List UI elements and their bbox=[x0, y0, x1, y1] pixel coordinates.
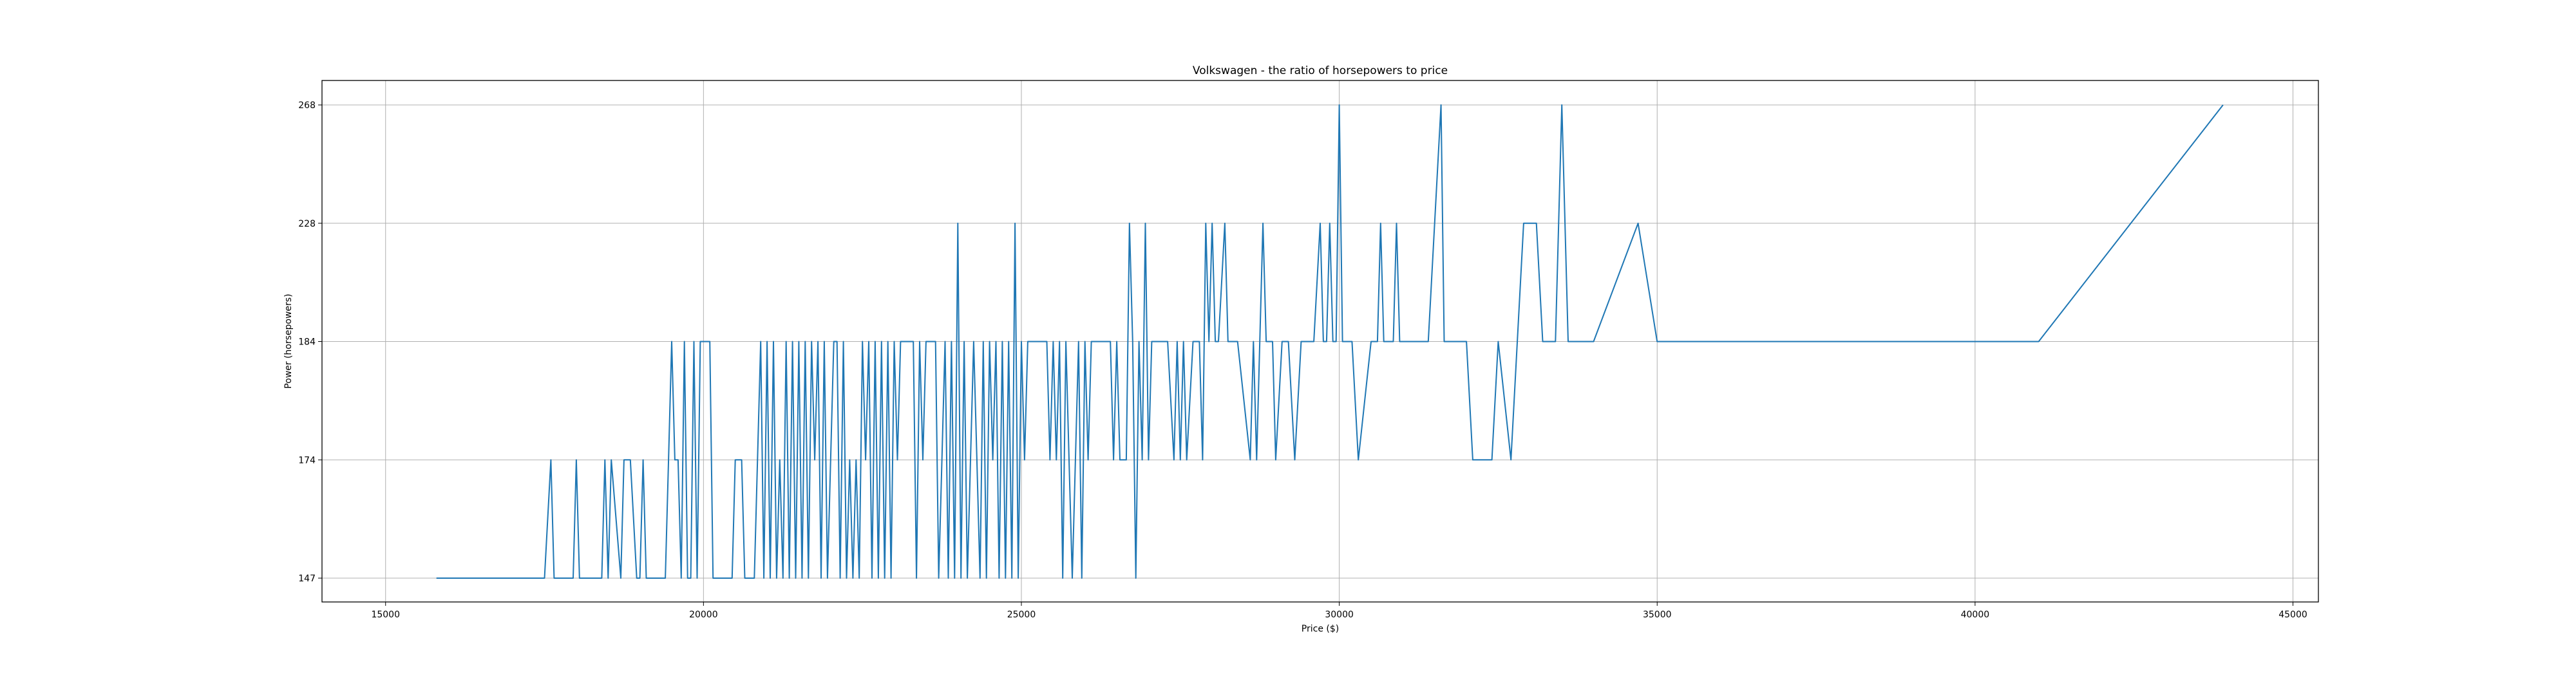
x-axis-label: Price ($) bbox=[1302, 624, 1339, 634]
series-layer bbox=[436, 104, 2224, 579]
y-tick-label: 147 bbox=[298, 574, 316, 584]
x-axis-ticks: 15000 20000 25000 30000 35000 40000 45000 bbox=[371, 602, 2307, 620]
x-tick-label: 40000 bbox=[1961, 610, 1990, 620]
x-tick-label: 45000 bbox=[2278, 610, 2307, 620]
y-tick-label: 268 bbox=[298, 100, 316, 111]
y-axis-ticks: 147 174 184 228 268 bbox=[298, 100, 322, 584]
x-tick-label: 25000 bbox=[1007, 610, 1036, 620]
x-tick-label: 20000 bbox=[689, 610, 718, 620]
y-tick-label: 184 bbox=[298, 337, 316, 348]
x-tick-label: 30000 bbox=[1325, 610, 1354, 620]
chart-title: Volkswagen - the ratio of horsepowers to… bbox=[1193, 64, 1448, 77]
y-tick-label: 174 bbox=[298, 455, 316, 465]
y-axis-label: Power (horsepowers) bbox=[283, 294, 294, 388]
x-tick-label: 15000 bbox=[371, 610, 400, 620]
y-tick-label: 228 bbox=[298, 219, 316, 229]
series-line bbox=[436, 104, 2224, 579]
x-tick-label: 35000 bbox=[1643, 610, 1672, 620]
